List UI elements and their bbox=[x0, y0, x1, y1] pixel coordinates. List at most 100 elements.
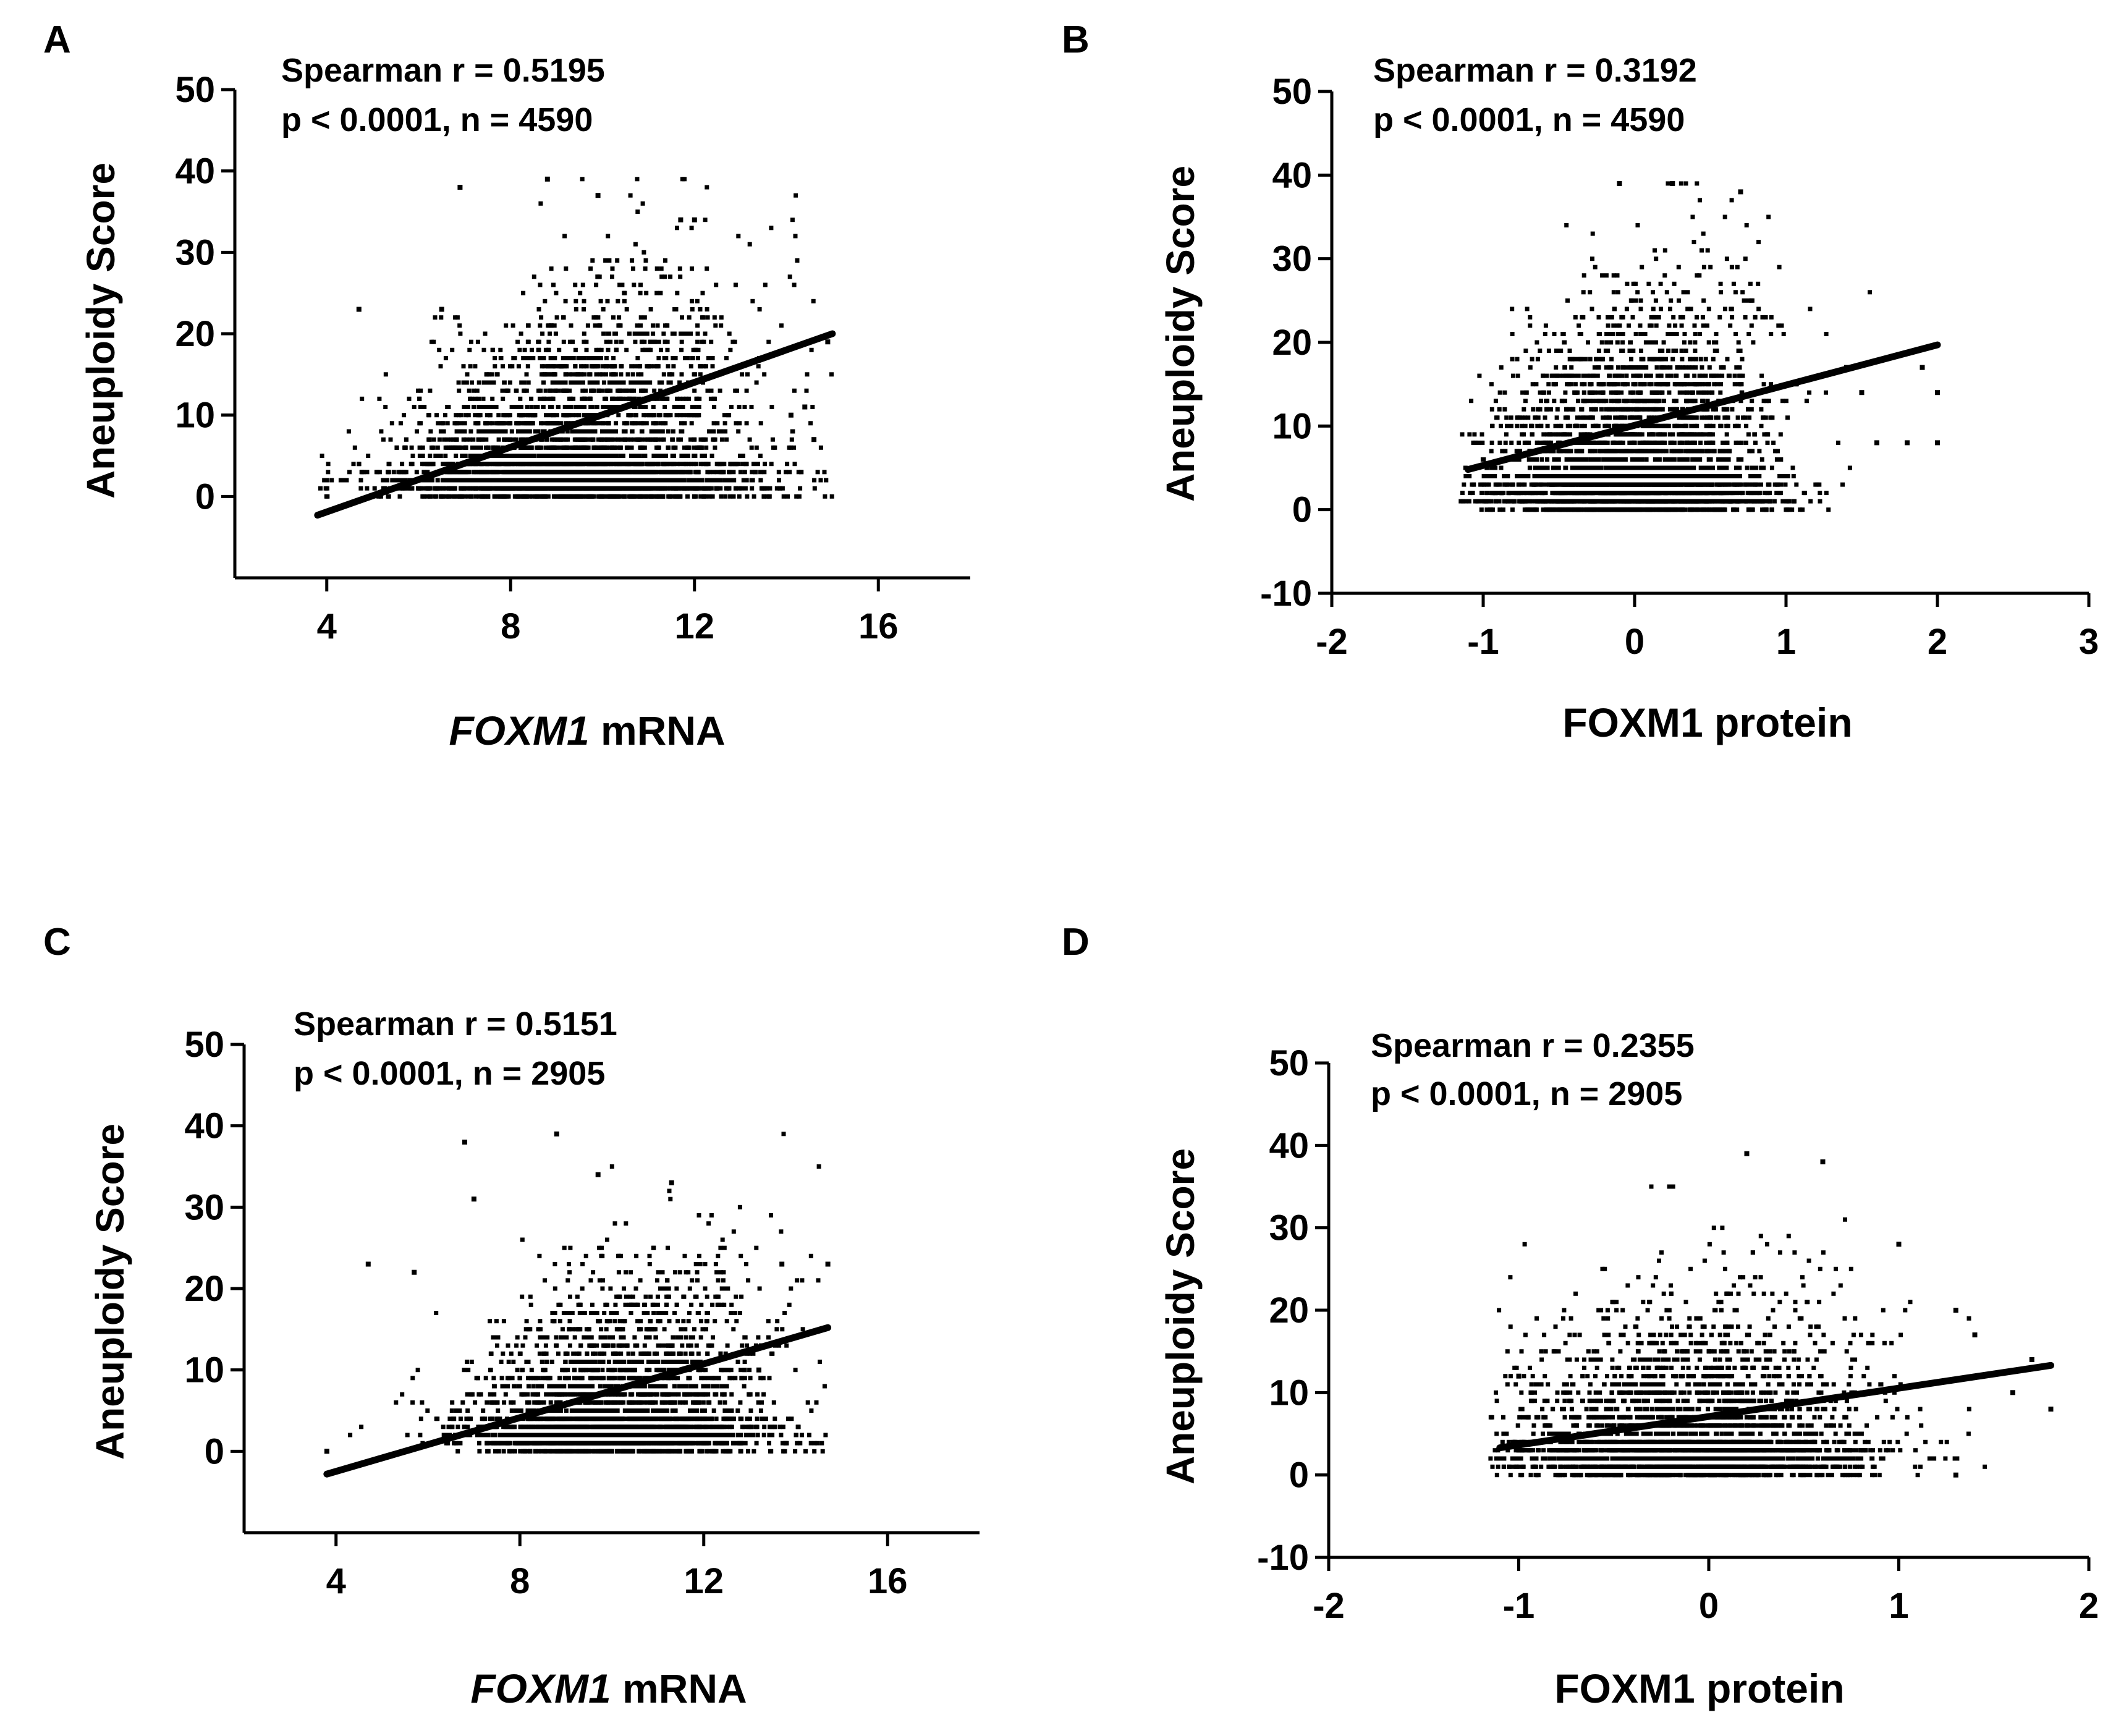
data-point bbox=[1749, 323, 1754, 328]
data-point bbox=[690, 307, 695, 311]
data-point bbox=[1749, 407, 1754, 412]
data-point bbox=[635, 323, 640, 328]
data-point bbox=[417, 454, 422, 458]
data-point bbox=[538, 494, 543, 499]
data-point bbox=[553, 470, 558, 475]
data-point bbox=[613, 470, 618, 475]
data-point bbox=[573, 445, 578, 450]
data-point bbox=[616, 299, 620, 303]
data-point bbox=[579, 372, 584, 377]
data-point bbox=[420, 462, 425, 467]
outlier-point bbox=[595, 193, 601, 198]
data-point bbox=[1595, 390, 1600, 395]
data-point bbox=[632, 486, 637, 491]
data-point bbox=[522, 380, 527, 385]
data-point bbox=[654, 494, 659, 499]
data-point bbox=[359, 470, 364, 475]
data-point bbox=[630, 429, 635, 434]
data-point bbox=[1517, 440, 1522, 445]
data-point bbox=[667, 372, 672, 377]
data-point bbox=[576, 356, 581, 360]
data-point bbox=[601, 478, 606, 483]
data-point bbox=[450, 494, 455, 499]
data-point bbox=[1469, 399, 1474, 404]
data-point bbox=[625, 486, 630, 491]
data-point bbox=[519, 429, 524, 434]
data-point bbox=[662, 323, 667, 328]
data-point bbox=[452, 478, 457, 483]
data-point bbox=[729, 405, 734, 409]
data-point bbox=[1653, 340, 1658, 345]
data-point bbox=[520, 413, 525, 418]
data-point bbox=[591, 462, 596, 467]
data-point bbox=[1765, 440, 1770, 445]
data-point bbox=[707, 429, 712, 434]
data-point bbox=[435, 445, 440, 450]
data-point bbox=[590, 258, 595, 263]
data-point bbox=[1711, 449, 1716, 454]
data-point bbox=[347, 470, 352, 475]
data-point bbox=[666, 445, 671, 450]
data-point bbox=[1582, 423, 1587, 428]
data-point bbox=[805, 372, 810, 377]
data-point bbox=[661, 494, 666, 499]
data-point bbox=[1589, 449, 1594, 454]
data-point bbox=[614, 429, 619, 434]
data-point bbox=[586, 445, 591, 450]
data-point bbox=[555, 421, 560, 426]
data-point bbox=[462, 494, 467, 499]
data-point bbox=[554, 315, 559, 320]
data-point bbox=[1693, 365, 1698, 370]
data-point bbox=[1497, 407, 1502, 412]
data-point bbox=[432, 494, 437, 499]
data-point bbox=[383, 405, 388, 409]
data-point bbox=[622, 299, 627, 303]
data-point bbox=[457, 413, 462, 418]
data-point bbox=[649, 429, 654, 434]
data-point bbox=[1671, 315, 1676, 320]
data-point bbox=[454, 470, 459, 475]
data-point bbox=[530, 347, 534, 352]
data-point bbox=[577, 486, 582, 491]
data-point bbox=[1541, 432, 1546, 437]
data-point bbox=[633, 454, 638, 458]
data-point bbox=[554, 290, 559, 295]
data-point bbox=[526, 323, 531, 328]
data-point bbox=[481, 347, 486, 352]
data-point bbox=[763, 462, 768, 467]
data-point bbox=[633, 462, 638, 467]
data-point bbox=[1750, 399, 1755, 404]
data-point bbox=[569, 478, 574, 483]
data-point bbox=[658, 388, 663, 393]
data-point bbox=[638, 445, 643, 450]
data-point bbox=[1639, 399, 1644, 404]
data-point bbox=[1772, 499, 1777, 504]
data-point bbox=[601, 307, 606, 311]
data-point bbox=[671, 429, 675, 434]
data-point bbox=[441, 486, 446, 491]
data-point bbox=[565, 405, 570, 409]
data-point bbox=[621, 478, 626, 483]
data-point bbox=[417, 396, 422, 401]
data-point bbox=[546, 445, 551, 450]
data-point bbox=[1704, 390, 1709, 395]
data-point bbox=[1668, 307, 1672, 311]
data-point bbox=[422, 405, 427, 409]
data-point bbox=[508, 364, 512, 369]
data-point bbox=[606, 421, 611, 426]
panel-b: B Spearman r = 0.3192 p < 0.0001, n = 45… bbox=[1062, 19, 2099, 745]
data-point bbox=[659, 396, 664, 401]
data-point bbox=[459, 486, 464, 491]
data-point bbox=[727, 413, 732, 418]
data-point bbox=[542, 454, 547, 458]
data-point bbox=[1643, 332, 1648, 336]
data-point bbox=[461, 486, 466, 491]
data-point bbox=[666, 380, 671, 385]
data-point bbox=[486, 494, 491, 499]
data-point bbox=[710, 478, 715, 483]
data-point bbox=[549, 323, 554, 328]
data-point bbox=[416, 388, 420, 393]
data-point bbox=[779, 323, 784, 328]
data-point bbox=[1759, 373, 1764, 378]
data-point bbox=[360, 396, 365, 401]
